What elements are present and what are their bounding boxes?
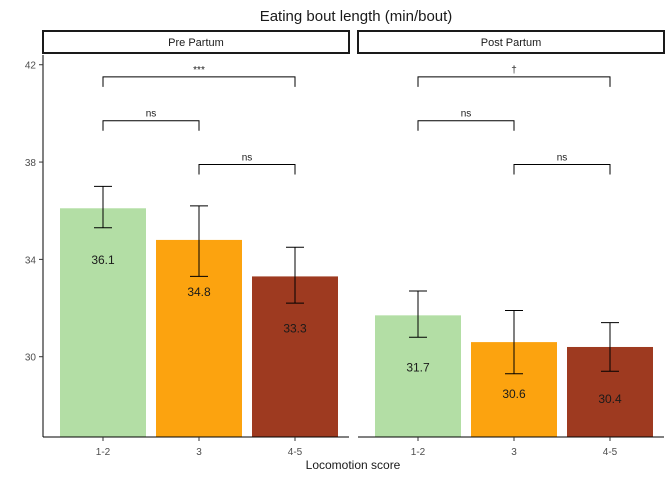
bracket-line [417, 76, 611, 87]
x-tick-label: 1-2 [96, 447, 111, 458]
significance-label: ns [461, 109, 472, 120]
x-tick-label: 3 [196, 447, 202, 458]
data-label: 34.8 [187, 285, 211, 299]
significance-label: † [511, 65, 517, 76]
significance-label: ns [242, 152, 253, 163]
facet-panel-1: Pre Partum 36.1 34.8 33.3 ns ns *** 1-2 3 4-5 [42, 30, 350, 458]
y-tick-label: 30 [25, 353, 37, 364]
strip-label: Pre Partum [168, 37, 224, 49]
data-label: 30.6 [502, 387, 526, 401]
bracket-line [102, 76, 296, 87]
significance-label: *** [193, 65, 205, 76]
bracket-line [513, 163, 611, 175]
y-tick-label: 38 [25, 158, 37, 169]
data-label: 30.4 [598, 392, 622, 406]
significance-bracket [417, 76, 611, 87]
error-bar [190, 205, 208, 277]
x-tick-label: 1-2 [411, 447, 426, 458]
chart-title: Eating bout length (min/bout) [260, 8, 453, 25]
strip-header [42, 30, 350, 54]
error-bar [94, 185, 112, 229]
x-tick-label: 4-5 [288, 447, 303, 458]
strip-header [357, 30, 665, 54]
significance-label: ns [146, 109, 157, 120]
bracket-line [102, 120, 200, 131]
error-bar [601, 322, 619, 372]
facet-panel-2: Post Partum 31.7 30.6 30.4 ns ns † 1-2 3 4-5 [357, 30, 665, 458]
strip-label: Post Partum [481, 37, 542, 49]
y-axis: 30 34 38 42 [25, 55, 44, 437]
error-bar [409, 290, 427, 338]
significance-label: ns [557, 152, 568, 163]
data-label: 31.7 [406, 360, 430, 374]
bracket-line [198, 163, 296, 175]
significance-bracket [102, 76, 296, 87]
y-tick-label: 42 [25, 61, 37, 72]
x-axis-title: Locomotion score [306, 458, 401, 472]
significance-bracket [417, 120, 515, 131]
y-tick-label: 34 [25, 255, 37, 266]
bar-1-2 [60, 208, 146, 437]
data-label: 33.3 [283, 321, 307, 335]
significance-bracket [198, 163, 296, 175]
x-tick-label: 3 [511, 447, 517, 458]
error-bar [286, 246, 304, 304]
significance-bracket [513, 163, 611, 175]
significance-bracket [102, 120, 200, 131]
bracket-line [417, 120, 515, 131]
data-label: 36.1 [91, 253, 115, 267]
error-bar [505, 309, 523, 375]
x-tick-label: 4-5 [603, 447, 618, 458]
